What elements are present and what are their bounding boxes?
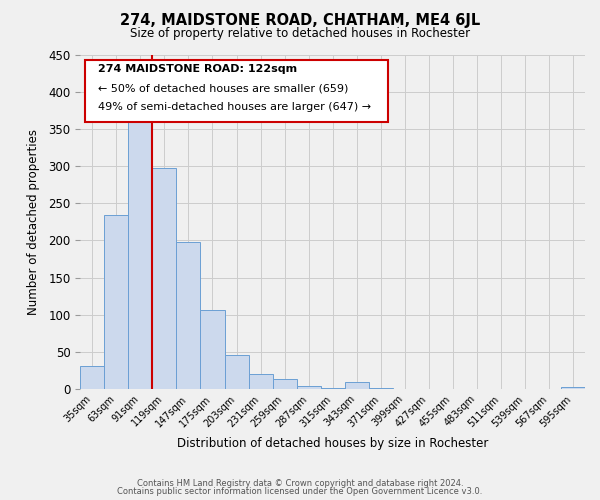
Text: Contains public sector information licensed under the Open Government Licence v3: Contains public sector information licen… [118, 487, 482, 496]
Bar [296, 386, 320, 389]
Bar [224, 355, 248, 389]
Bar [152, 168, 176, 389]
Bar [80, 366, 104, 389]
Text: 274, MAIDSTONE ROAD, CHATHAM, ME4 6JL: 274, MAIDSTONE ROAD, CHATHAM, ME4 6JL [120, 12, 480, 28]
Bar [176, 242, 200, 389]
X-axis label: Distribution of detached houses by size in Rochester: Distribution of detached houses by size … [177, 437, 488, 450]
Bar [104, 214, 128, 389]
Bar [248, 374, 272, 389]
Text: ← 50% of detached houses are smaller (659): ← 50% of detached houses are smaller (65… [98, 84, 349, 94]
Bar [200, 310, 224, 389]
Y-axis label: Number of detached properties: Number of detached properties [27, 129, 40, 315]
Text: 49% of semi-detached houses are larger (647) →: 49% of semi-detached houses are larger (… [98, 102, 371, 113]
Bar [344, 382, 369, 389]
Bar [128, 116, 152, 389]
Text: Contains HM Land Registry data © Crown copyright and database right 2024.: Contains HM Land Registry data © Crown c… [137, 478, 463, 488]
Bar [369, 388, 393, 389]
Text: 274 MAIDSTONE ROAD: 122sqm: 274 MAIDSTONE ROAD: 122sqm [98, 64, 297, 74]
Bar [561, 388, 585, 389]
FancyBboxPatch shape [85, 60, 388, 122]
Text: Size of property relative to detached houses in Rochester: Size of property relative to detached ho… [130, 28, 470, 40]
Bar [272, 379, 296, 389]
Bar [320, 388, 344, 389]
